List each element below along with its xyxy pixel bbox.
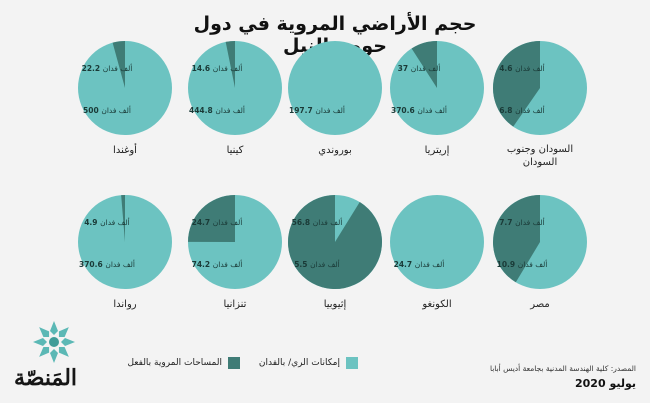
pie-3-potential-label: 370.6 ألف فدان (391, 105, 447, 115)
pie-1-irrigated-label: 14.6 ألف فدان (192, 63, 243, 73)
pie-7-irrigated-slice (288, 195, 383, 289)
logo-wordmark: المَنصّة (14, 365, 78, 391)
pie-6-potential-label: 74.2 ألف فدان (192, 259, 243, 269)
pie-2-potential-label: 197.7 ألف فدان (289, 105, 345, 115)
pie-9-irrigated-slice (493, 195, 540, 283)
pie-8-name: الكونغو (421, 299, 451, 310)
pie-8-potential-slice (390, 195, 484, 289)
date-text: يوليو 2020 (575, 377, 636, 390)
pie-5-irrigated-slice (121, 195, 125, 242)
legend-irrigated: المساحات المروية بالفعل (127, 357, 240, 369)
pie-4-irrigated-label: 4.6 ألف فدان (499, 63, 545, 73)
pie-0-name: أوغندا (113, 143, 137, 156)
pie-0-irrigated-slice (112, 41, 125, 88)
pie-0-potential-label: 500 ألف فدان (83, 105, 131, 115)
pie-4-name-line1: السودان وجنوب (507, 144, 573, 155)
pie-9-potential-label: 10.9 ألف فدان (497, 259, 548, 269)
source-text: المصدر: كلية الهندسة المدنية بجامعة أديس… (489, 364, 636, 373)
pie-6-name: تنزانيا (224, 299, 247, 310)
pie-9-name: مصر (529, 299, 550, 310)
logo-icon (33, 321, 75, 363)
pie-8-potential-label: 24.7 ألف فدان (394, 259, 445, 269)
pie-9-irrigated-label: 7.7 ألف فدان (499, 217, 545, 227)
pie-3-name: إريتريا (425, 145, 450, 156)
pie-6-irrigated-slice (188, 195, 235, 242)
pie-5-name: رواندا (113, 299, 136, 310)
pie-7-irrigated-label: 56.8 ألف فدان (292, 217, 343, 227)
pie-1-irrigated-slice (225, 41, 235, 88)
pie-4-irrigated-slice (492, 41, 540, 127)
pie-2-name: بوروندي (318, 145, 351, 156)
pie-5-potential-label: 370.6 ألف فدان (79, 259, 135, 269)
pie-3-irrigated-slice (411, 41, 437, 88)
pie-6-irrigated-label: 24.7 ألف فدان (192, 217, 243, 227)
pie-0-irrigated-label: 22.2 ألف فدان (82, 63, 133, 73)
legend-irrigated-swatch (228, 357, 240, 369)
pie-7-potential-label: 5.5 ألف فدان (294, 259, 340, 269)
pie-1-name: كينيا (227, 145, 244, 156)
pie-3-irrigated-label: 37 ألف فدان (398, 63, 441, 73)
pie-4-potential-label: 6.8 ألف فدان (499, 105, 545, 115)
pie-5-irrigated-label: 4.9 ألف فدان (84, 217, 130, 227)
legend-potential-label: إمكانات الري/ بالفدان (258, 358, 340, 368)
legend-potential: إمكانات الري/ بالفدان (259, 357, 358, 369)
pie-1-potential-label: 444.8 ألف فدان (189, 105, 245, 115)
pie-4-name-line2: السودان (523, 157, 558, 168)
legend-potential-swatch (346, 357, 358, 369)
pie-7-name: إثيوبيا (324, 299, 347, 310)
pie-2-potential-slice (288, 41, 382, 135)
legend-irrigated-label: المساحات المروية بالفعل (127, 358, 222, 368)
